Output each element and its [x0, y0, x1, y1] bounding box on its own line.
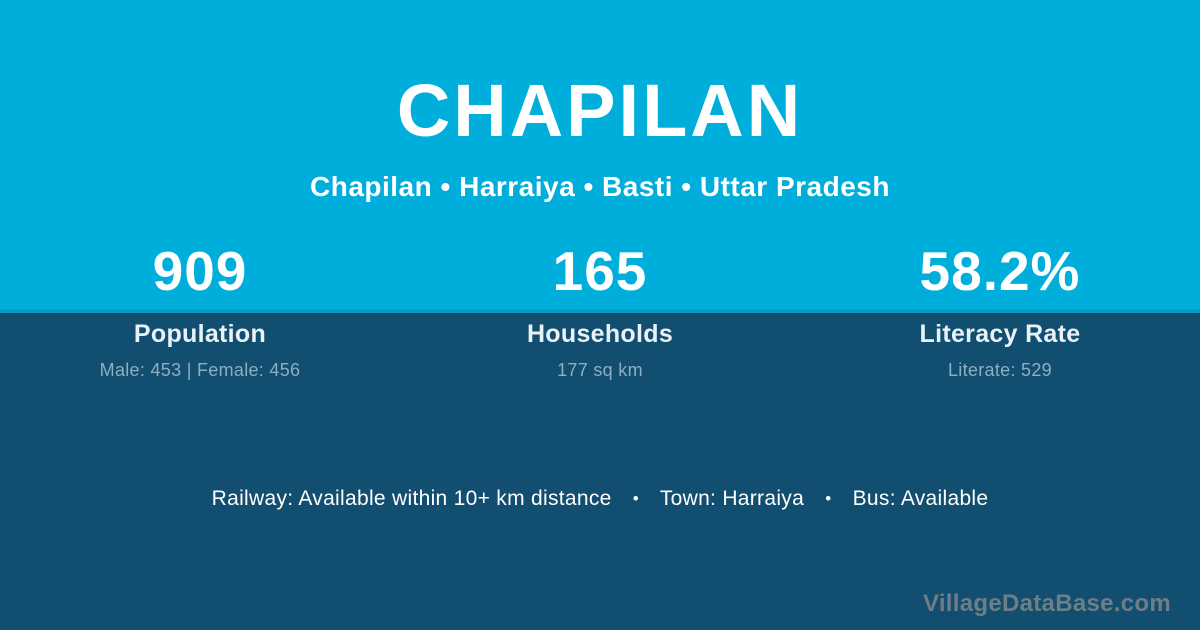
- railway-availability: Railway: Available within 10+ km distanc…: [211, 487, 612, 510]
- breadcrumb: Chapilan • Harraiya • Basti • Uttar Prad…: [310, 171, 890, 202]
- stat-values-row: 909 165 58.2%: [0, 244, 1200, 309]
- households-stat: Households 177 sq km: [400, 320, 800, 381]
- hero-section: CHAPILAN Chapilan • Harraiya • Basti • U…: [0, 0, 1200, 313]
- stat-labels-row: Population Male: 453 | Female: 456 House…: [0, 313, 1200, 381]
- bullet-separator: •: [825, 489, 832, 508]
- literacy-rate-value: 58.2%: [919, 240, 1081, 302]
- households-detail: 177 sq km: [557, 359, 643, 380]
- population-label: Population: [133, 320, 267, 348]
- details-section: Population Male: 453 | Female: 456 House…: [0, 313, 1200, 630]
- households-value: 165: [552, 240, 648, 302]
- site-watermark: VillageDataBase.com: [922, 590, 1171, 617]
- households-label: Households: [526, 320, 674, 348]
- village-title: CHAPILAN: [396, 69, 804, 152]
- population-value: 909: [152, 240, 248, 302]
- nearest-town: Town: Harraiya: [659, 487, 805, 510]
- population-detail: Male: 453 | Female: 456: [99, 359, 301, 380]
- bus-availability: Bus: Available: [852, 487, 989, 510]
- literacy-rate-detail: Literate: 529: [948, 359, 1052, 380]
- literacy-rate-label: Literacy Rate: [919, 320, 1081, 348]
- literacy-rate-stat: Literacy Rate Literate: 529: [800, 320, 1200, 381]
- population-stat: Population Male: 453 | Female: 456: [0, 320, 400, 381]
- facilities-line: Railway: Available within 10+ km distanc…: [0, 487, 1200, 511]
- bullet-separator: •: [632, 489, 640, 508]
